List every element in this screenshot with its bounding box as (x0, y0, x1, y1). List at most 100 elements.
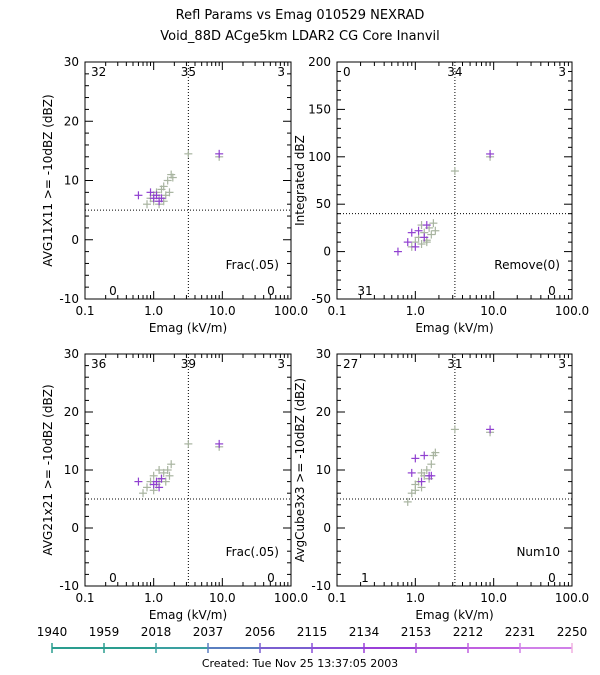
count-top-right: 3 (277, 65, 285, 79)
data-point (157, 474, 166, 483)
data-point (215, 149, 224, 158)
y-tick-label: 0 (71, 233, 79, 247)
x-tick-label: 1.0 (406, 304, 425, 318)
data-point (139, 489, 148, 498)
data-point (411, 454, 420, 463)
data-point (134, 477, 143, 486)
y-axis-label: AVG11X11 >= -10dBZ (dBZ) (41, 94, 55, 266)
x-tick-label: 0.1 (327, 591, 346, 605)
panel-annotation: Frac(.05) (226, 258, 279, 272)
colorbar-label: 2231 (505, 625, 536, 639)
data-point (155, 483, 164, 492)
chart-title: Refl Params vs Emag 010529 NEXRAD (175, 8, 425, 23)
data-point (168, 173, 177, 182)
colorbar-label: 2134 (349, 625, 380, 639)
x-tick-label: 100.0 (274, 591, 308, 605)
scatter-panel-4 (336, 353, 573, 587)
y-tick-label: -10 (59, 579, 79, 593)
colorbar-label: 1940 (37, 625, 68, 639)
y-axis-label: AVG21x21 >= -10dBZ (dBZ) (41, 384, 55, 555)
count-top-mid: 39 (181, 357, 196, 371)
data-point (417, 240, 426, 249)
count-bottom-right: 0 (267, 284, 275, 298)
count-top-mid: 35 (181, 65, 196, 79)
y-tick-label: 0 (323, 521, 331, 535)
colorbar-label: 2018 (141, 625, 172, 639)
y-tick-label: 10 (64, 463, 79, 477)
x-axis-label: Emag (kV/m) (149, 608, 227, 622)
colorbar-label: 1959 (89, 625, 120, 639)
count-top-right: 3 (277, 357, 285, 371)
count-bottom-right: 0 (548, 284, 556, 298)
created-timestamp: Created: Tue Nov 25 13:37:05 2003 (201, 657, 399, 670)
data-point (431, 226, 440, 235)
count-top-left: 0 (343, 65, 351, 79)
data-point (450, 167, 459, 176)
data-point (417, 468, 426, 477)
count-top-mid: 34 (447, 65, 462, 79)
y-tick-label: 30 (64, 55, 79, 69)
data-point (411, 486, 420, 495)
data-point (403, 497, 412, 506)
colorbar-label: 2037 (193, 625, 224, 639)
y-tick-label: 30 (316, 347, 331, 361)
data-point (167, 460, 176, 469)
data-point (422, 221, 431, 230)
data-point (420, 451, 429, 460)
x-tick-label: 0.1 (75, 304, 94, 318)
scatter-panel-2 (336, 61, 573, 300)
data-point (155, 466, 164, 474)
data-point (149, 471, 158, 480)
y-tick-label: 0 (323, 245, 331, 259)
data-point (184, 439, 193, 448)
x-axis-label: Emag (kV/m) (149, 321, 227, 335)
data-point (422, 238, 431, 247)
colorbar-label: 2056 (245, 625, 276, 639)
y-axis-label: Integrated dBZ (293, 135, 307, 226)
scatter-panel-1 (84, 61, 292, 300)
data-point (417, 477, 426, 486)
count-bottom-right: 0 (267, 571, 275, 585)
data-point (159, 182, 168, 191)
count-bottom-right: 0 (548, 571, 556, 585)
colorbar-label: 2153 (401, 625, 432, 639)
data-point (215, 439, 224, 448)
count-bottom-left: 1 (361, 571, 369, 585)
data-point (427, 230, 436, 239)
data-point (163, 466, 172, 474)
colorbar-label: 2250 (557, 625, 588, 639)
data-point (146, 188, 155, 197)
data-point (143, 200, 152, 209)
y-tick-label: 10 (316, 463, 331, 477)
data-point (165, 471, 174, 480)
data-point (486, 149, 495, 158)
data-point (403, 238, 412, 247)
y-tick-label: 50 (316, 197, 331, 211)
x-axis-label: Emag (kV/m) (415, 608, 493, 622)
x-tick-label: 100.0 (274, 304, 308, 318)
count-bottom-left: 31 (357, 284, 372, 298)
x-tick-label: 1.0 (144, 304, 163, 318)
data-point (422, 466, 431, 474)
y-tick-label: 100 (308, 150, 331, 164)
colorbar-label: 2115 (297, 625, 328, 639)
data-point (157, 194, 166, 203)
data-point (163, 176, 172, 185)
data-point (427, 460, 436, 469)
panel-annotation: Num10 (516, 545, 560, 559)
y-axis-label: AvgCube3x3 >= -10dBZ (dBZ) (293, 378, 307, 562)
data-point (143, 483, 152, 492)
y-tick-label: 20 (64, 114, 79, 128)
x-tick-label: 10.0 (209, 591, 236, 605)
data-point (184, 149, 193, 158)
y-tick-label: 150 (308, 102, 331, 116)
x-tick-label: 10.0 (209, 304, 236, 318)
x-axis-label: Emag (kV/m) (415, 321, 493, 335)
count-bottom-left: 0 (109, 284, 117, 298)
data-point (486, 425, 495, 434)
count-top-left: 36 (91, 357, 106, 371)
count-bottom-left: 0 (109, 571, 117, 585)
y-tick-label: 20 (64, 405, 79, 419)
y-tick-label: 10 (64, 174, 79, 188)
